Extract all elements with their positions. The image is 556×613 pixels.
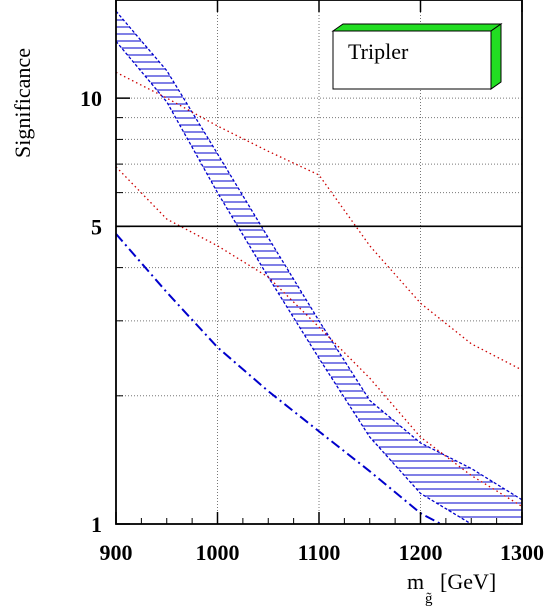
series-line-2: [116, 166, 522, 507]
x-tick-label: 1200: [399, 540, 443, 565]
legend-box-top: [331, 23, 503, 32]
legend-box-side: [490, 23, 502, 90]
legend-label: Tripler: [348, 39, 409, 64]
legend: Tripler: [331, 23, 503, 90]
x-axis-label-subscript: g̃: [425, 591, 433, 607]
x-axis-label-unit: [GeV]: [440, 569, 496, 594]
legend-box: [332, 30, 492, 90]
x-tick-label: 1000: [196, 540, 240, 565]
axis-ticks: 900 1000 1100 1200 1300 1 5 10: [80, 0, 544, 565]
x-axis-label-main: m: [407, 569, 424, 594]
y-tick-label: 1: [91, 512, 102, 537]
y-tick-label: 5: [91, 214, 102, 239]
x-axis-label: m g̃ [GeV]: [407, 569, 496, 607]
series: [116, 71, 522, 524]
band-upper-edge: [116, 10, 522, 501]
x-tick-label: 900: [100, 540, 133, 565]
x-tick-label: 1300: [500, 540, 544, 565]
x-tick-label: 1100: [298, 540, 341, 565]
series-line-3: [116, 233, 442, 524]
band-hatch-lines: [116, 12, 522, 518]
band-lower-edge: [116, 40, 522, 524]
y-tick-label: 10: [80, 86, 102, 111]
y-axis-label: Significance: [10, 48, 35, 158]
